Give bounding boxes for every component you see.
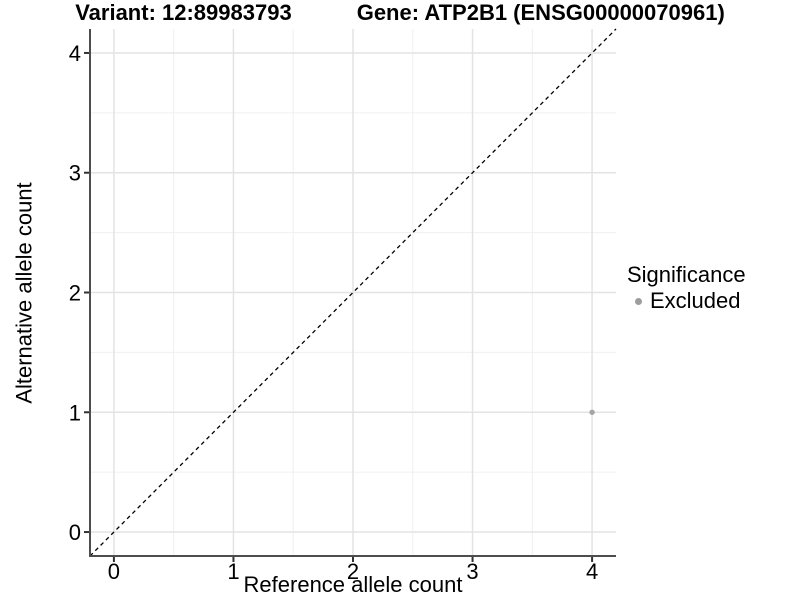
y-tick-label: 4 xyxy=(69,41,81,66)
x-tick-label: 4 xyxy=(586,559,598,584)
y-tick-label: 3 xyxy=(69,161,81,186)
legend-point-icon xyxy=(635,297,642,305)
plot-title-variant: Variant: 12:89983793 xyxy=(75,0,292,25)
plot-title-row: Variant: 12:89983793 Gene: ATP2B1 (ENSG0… xyxy=(0,0,800,25)
plot-panel: 0 1 2 3 4 0 1 2 3 4 xyxy=(69,28,617,584)
plot-title-gene: Gene: ATP2B1 (ENSG00000070961) xyxy=(356,0,725,25)
y-tick-label: 2 xyxy=(69,281,81,306)
legend-entry-excluded: Excluded xyxy=(627,289,746,313)
x-axis-title: Reference allele count xyxy=(243,572,463,597)
y-tick-label: 1 xyxy=(69,400,81,425)
x-tick-label: 1 xyxy=(227,559,239,584)
legend-title: Significance xyxy=(627,262,746,287)
x-tick-label: 2 xyxy=(347,559,359,584)
data-point xyxy=(589,409,595,415)
x-tick-label: 0 xyxy=(108,559,120,584)
legend: Significance Excluded xyxy=(627,262,746,313)
y-axis-title: Alternative allele count xyxy=(12,181,38,404)
x-tick-label: 3 xyxy=(466,559,478,584)
legend-entry-label: Excluded xyxy=(650,288,741,313)
y-tick-label: 0 xyxy=(69,520,81,545)
